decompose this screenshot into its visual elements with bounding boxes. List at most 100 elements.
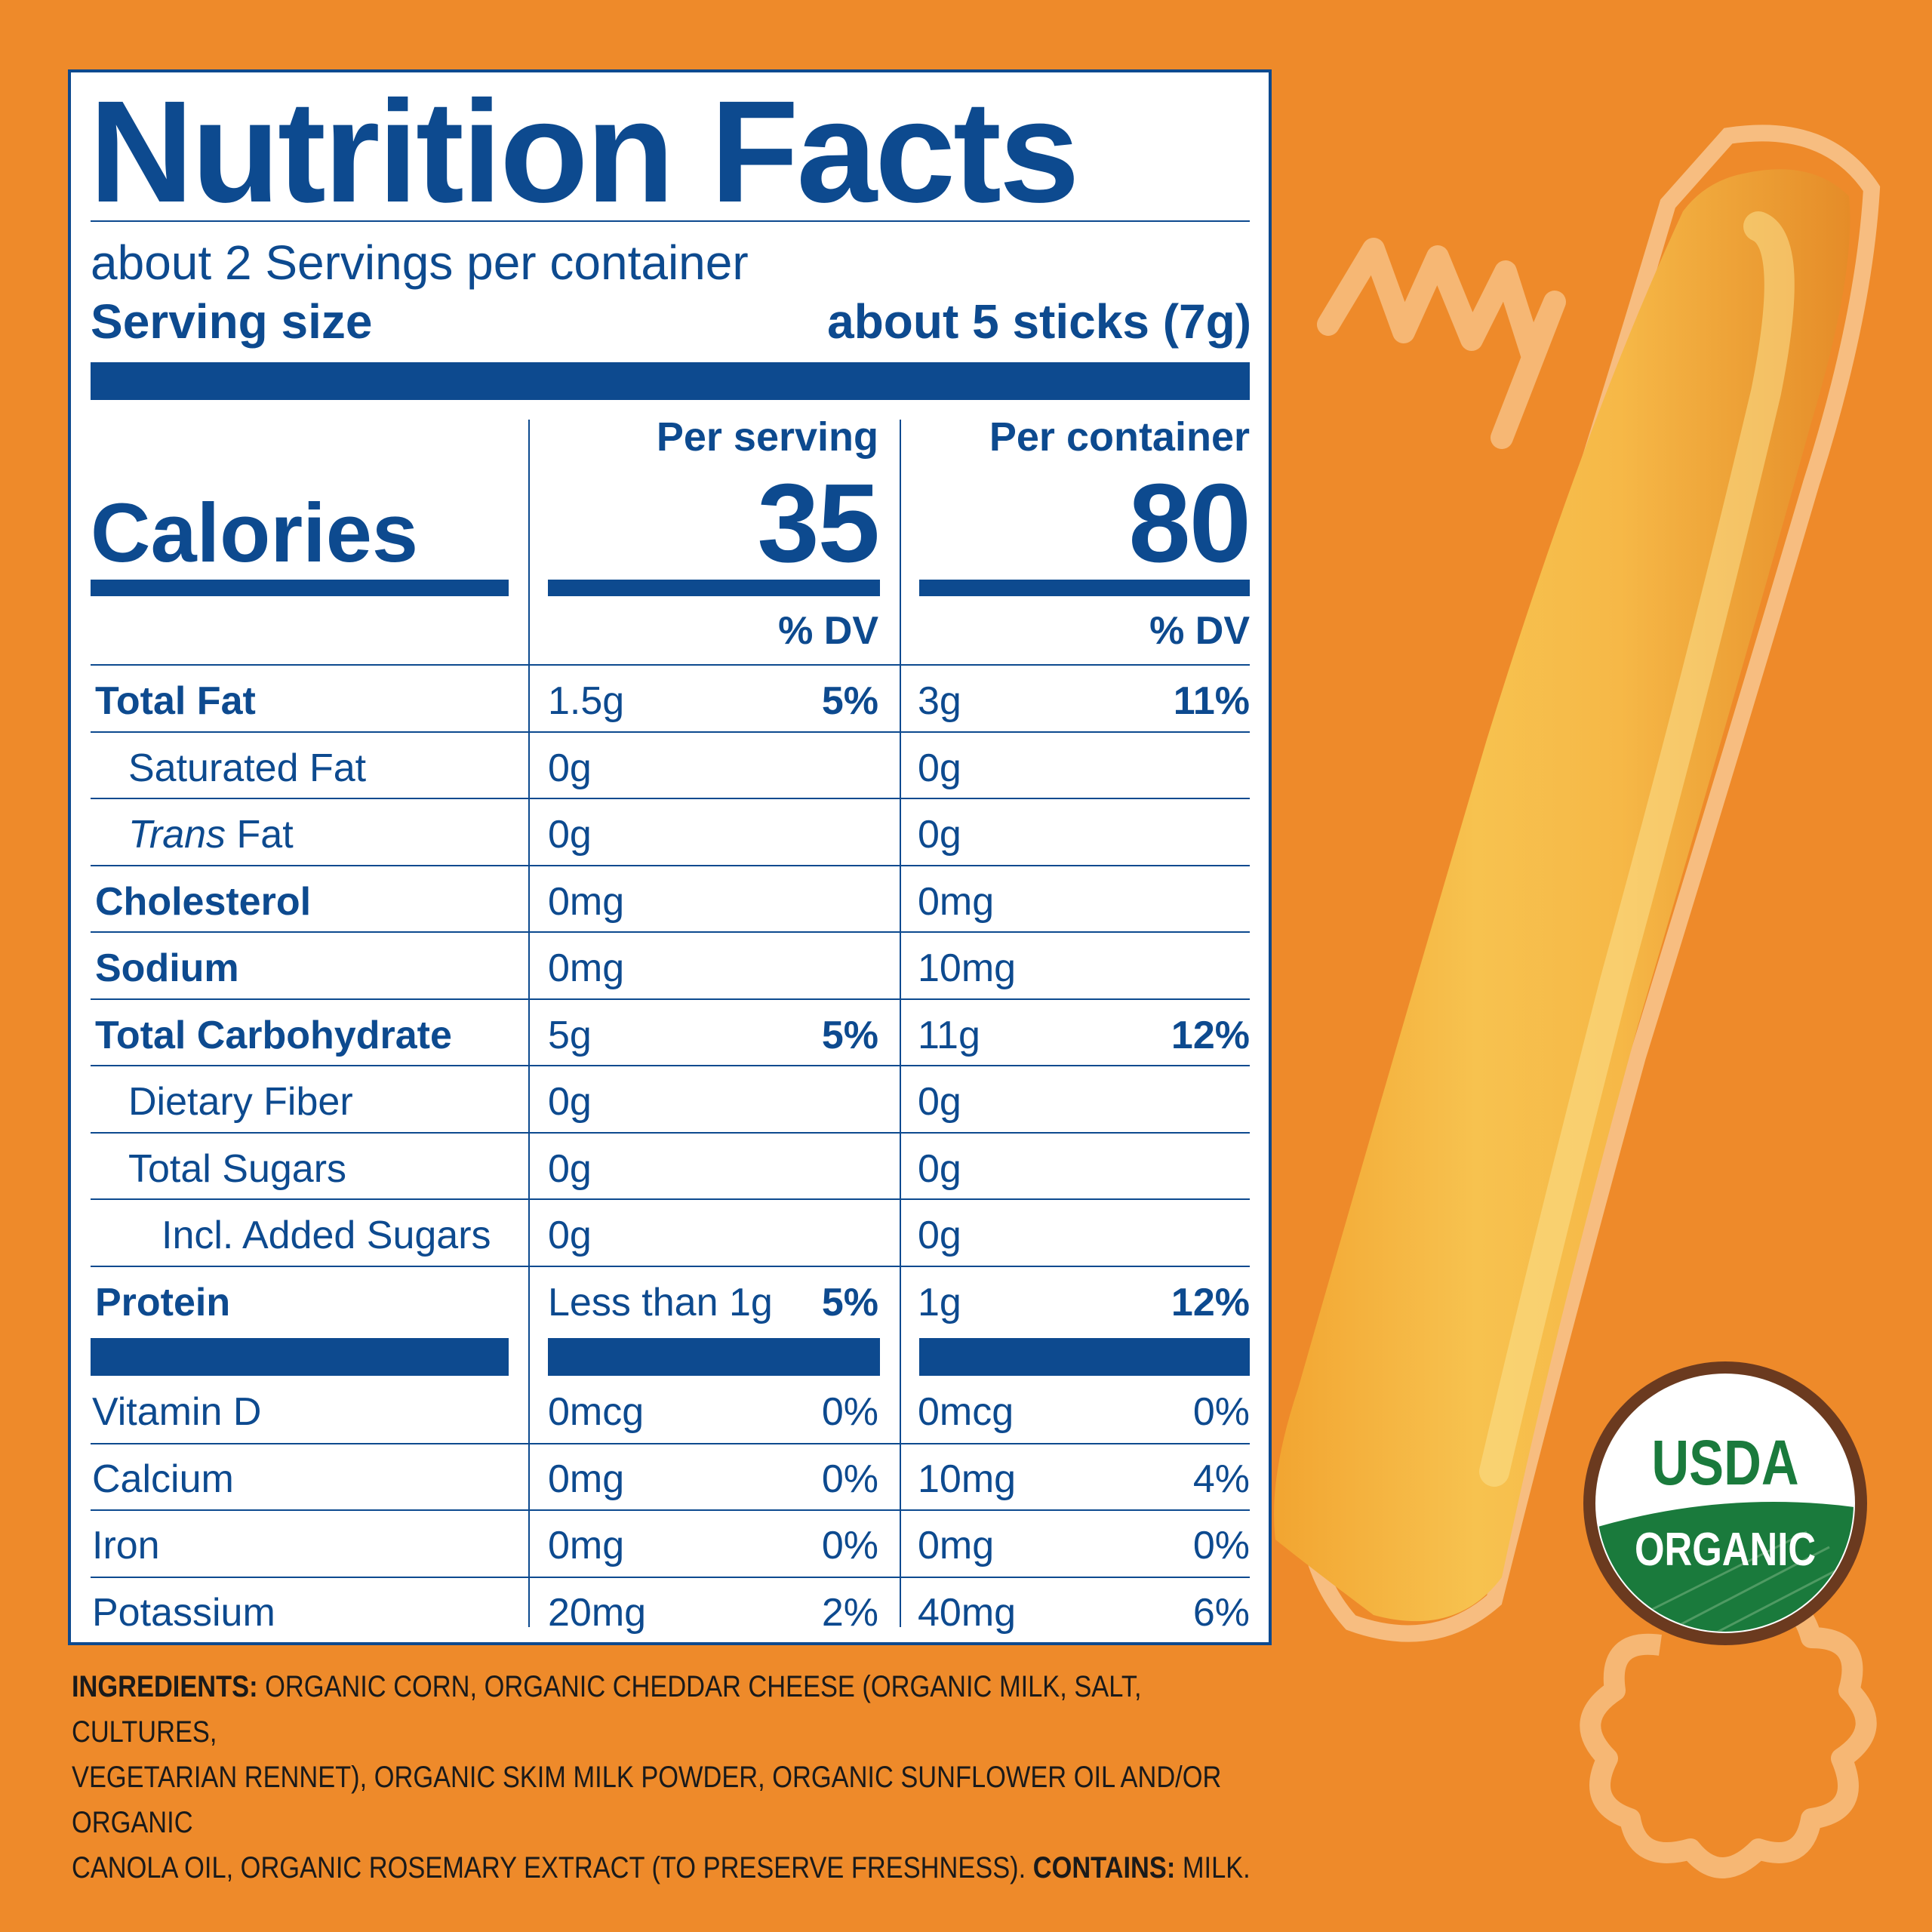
column-divider (900, 420, 901, 1627)
amount: 0mg (918, 1524, 995, 1567)
nutrient-name: Cholesterol (95, 879, 312, 924)
amount: 0mg (548, 1524, 625, 1567)
percent-dv: 4% (1192, 1457, 1250, 1501)
row-rule (91, 1131, 1250, 1134)
percent-dv: 5% (821, 1013, 878, 1057)
percent-dv: 2% (821, 1590, 878, 1635)
vitamin-name: Iron (92, 1524, 160, 1567)
dv-header-serving: % DV (778, 609, 878, 653)
amount: 0mg (548, 946, 625, 990)
amount: 0g (548, 1214, 592, 1257)
row-rule (91, 798, 1250, 799)
percent-dv: 5% (821, 679, 878, 723)
amount: 0g (548, 1080, 592, 1124)
percent-dv: 12% (1171, 1280, 1250, 1324)
amount: 20mg (548, 1590, 647, 1635)
amount: 1.5g (548, 679, 625, 723)
col-per-serving: Per serving (656, 414, 878, 460)
percent-dv: 0% (1192, 1524, 1250, 1567)
squiggle-decoration (1580, 1589, 1877, 1878)
row-rule (91, 664, 1250, 666)
nutrient-name: Saturated Fat (128, 746, 367, 790)
vitamin-bar (91, 1338, 509, 1376)
usda-organic-seal: USDA ORGANIC (1580, 1358, 1870, 1648)
amount: Less than 1g (548, 1280, 773, 1324)
row-rule (91, 1576, 1250, 1578)
label-title: Nutrition Facts (89, 70, 1080, 232)
column-divider (528, 420, 530, 1627)
amount: 0mg (548, 1457, 625, 1501)
calories-per-serving: 35 (757, 461, 880, 586)
row-rule (91, 864, 1250, 866)
ingredients-text: INGREDIENTS: ORGANIC CORN, ORGANIC CHEDD… (72, 1664, 1279, 1890)
nutrient-name: Sodium (95, 946, 239, 990)
serving-size-label: Serving size (91, 294, 373, 349)
nutrient-name: Incl. Added Sugars (162, 1214, 491, 1257)
amount: 0mcg (918, 1390, 1014, 1434)
amount: 0g (918, 1214, 961, 1257)
row-rule (91, 1442, 1250, 1444)
percent-dv: 11% (1173, 679, 1250, 723)
vitamin-name: Potassium (92, 1590, 275, 1635)
amount: 0g (918, 746, 961, 790)
amount: 0g (548, 746, 592, 790)
seal-organic-text: ORGANIC (1634, 1524, 1817, 1576)
amount: 11g (918, 1013, 980, 1057)
amount: 0g (918, 813, 961, 857)
percent-dv: 0% (821, 1524, 878, 1567)
amount: 3g (918, 679, 961, 723)
stick-highlight (1479, 211, 1795, 1487)
servings-per-container: about 2 Servings per container (91, 235, 749, 290)
calories-bar (919, 580, 1250, 596)
serving-size-value: about 5 sticks (7g) (827, 294, 1251, 349)
ingredients-label: INGREDIENTS: (72, 1670, 258, 1703)
nutrient-name: Total Carbohydrate (95, 1013, 452, 1057)
percent-dv: 0% (821, 1457, 878, 1501)
nutrient-name-rest: Fat (226, 813, 294, 857)
calories-bar (91, 580, 509, 596)
amount: 10mg (918, 946, 1017, 990)
amount: 40mg (918, 1590, 1017, 1635)
percent-dv: 12% (1171, 1013, 1250, 1057)
percent-dv: 0% (1192, 1390, 1250, 1434)
ingredients-line: VEGETARIAN RENNET), ORGANIC SKIM MILK PO… (72, 1761, 1222, 1839)
nutrition-facts-panel (68, 69, 1272, 1645)
amount: 1g (918, 1280, 961, 1324)
seal-usda-text: USDA (1651, 1427, 1799, 1498)
row-rule (91, 1265, 1250, 1267)
amount: 5g (548, 1013, 592, 1057)
row-rule (91, 1198, 1250, 1200)
nutrient-name: Trans Fat (128, 815, 294, 854)
amount: 0g (918, 1146, 961, 1191)
nutrient-name: Protein (95, 1280, 231, 1324)
rule (91, 220, 1250, 222)
stick-body (1274, 169, 1850, 1622)
nutrient-name: Dietary Fiber (128, 1080, 353, 1124)
ingredients-line: ORGANIC CORN, ORGANIC CHEDDAR CHEESE (OR… (72, 1670, 1142, 1749)
percent-dv: 0% (821, 1390, 878, 1434)
calories-label: Calories (91, 487, 419, 580)
percent-dv: 6% (1192, 1590, 1250, 1635)
amount: 0mg (918, 879, 995, 924)
calories-bar (548, 580, 880, 596)
contains-label: CONTAINS: (1032, 1851, 1176, 1884)
dv-header-container: % DV (1149, 609, 1250, 653)
amount: 0mg (548, 879, 625, 924)
percent-dv: 5% (821, 1280, 878, 1324)
thick-bar (91, 362, 1250, 400)
contains-value: MILK. (1175, 1851, 1251, 1884)
col-per-container: Per container (989, 414, 1250, 460)
row-rule (91, 731, 1250, 733)
nutrient-name: Total Fat (95, 679, 256, 723)
amount: 0g (918, 1080, 961, 1124)
vitamin-bar (919, 1338, 1250, 1376)
vitamin-name: Calcium (92, 1457, 234, 1501)
row-rule (91, 1065, 1250, 1066)
ingredients-line: CANOLA OIL, ORGANIC ROSEMARY EXTRACT (TO… (72, 1851, 1033, 1884)
nutrient-name: Total Sugars (128, 1146, 347, 1191)
amount: 10mg (918, 1457, 1017, 1501)
seal-graphic (1583, 1361, 1867, 1645)
squiggle-decoration (1317, 238, 1566, 449)
amount: 0g (548, 813, 592, 857)
